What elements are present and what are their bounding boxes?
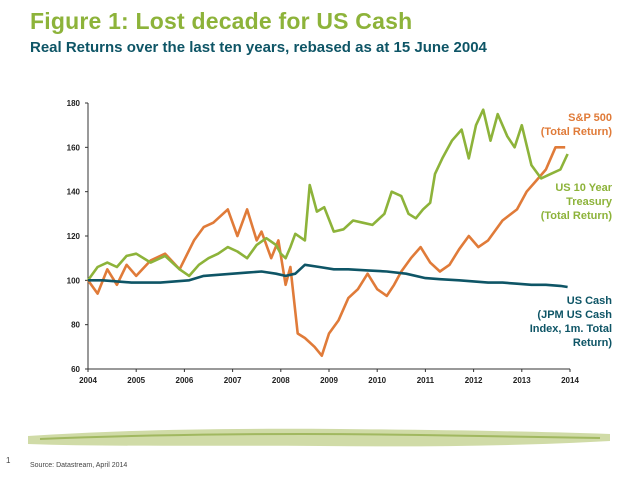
series-label-0: S&P 500 [568,112,612,124]
chart-subtitle: Real Returns over the last ten years, re… [30,39,487,56]
x-tick-label: 2011 [417,376,435,385]
x-tick-label: 2004 [79,376,97,385]
x-tick-label: 2006 [176,376,194,385]
y-tick-label: 60 [71,365,80,374]
source-note: Source: Datastream, April 2014 [30,462,128,469]
x-tick-label: 2008 [272,376,290,385]
series-label-2: Return) [573,337,612,349]
y-tick-label: 160 [67,143,81,152]
x-tick-label: 2010 [368,376,386,385]
y-tick-label: 140 [67,188,81,197]
series-label-1: US 10 Year [555,182,612,194]
x-tick-label: 2013 [513,376,531,385]
series-label-2: US Cash [567,295,613,307]
series-line-2 [88,263,568,289]
y-tick-label: 80 [71,321,80,330]
brush-stroke-detail [39,433,601,440]
series-label-2: (JPM US Cash [537,309,612,321]
y-tick-label: 120 [67,232,81,241]
y-tick-label: 100 [67,276,81,285]
x-tick-label: 2007 [224,376,242,385]
series-label-1: Treasury [566,196,613,208]
page-number: 1 [6,456,11,465]
x-tick-label: 2009 [320,376,338,385]
series-label-2: Index, 1m. Total [530,323,612,335]
x-tick-label: 2014 [561,376,579,385]
x-tick-label: 2005 [127,376,145,385]
series-line-1 [86,108,569,282]
series-line-0 [86,146,566,357]
x-tick-label: 2012 [465,376,483,385]
series-label-1: (Total Return) [541,210,613,222]
brush-stroke-main [28,428,610,447]
y-tick-label: 180 [67,99,81,108]
series-label-0: (Total Return) [541,126,613,138]
chart-title: Figure 1: Lost decade for US Cash [30,8,413,34]
